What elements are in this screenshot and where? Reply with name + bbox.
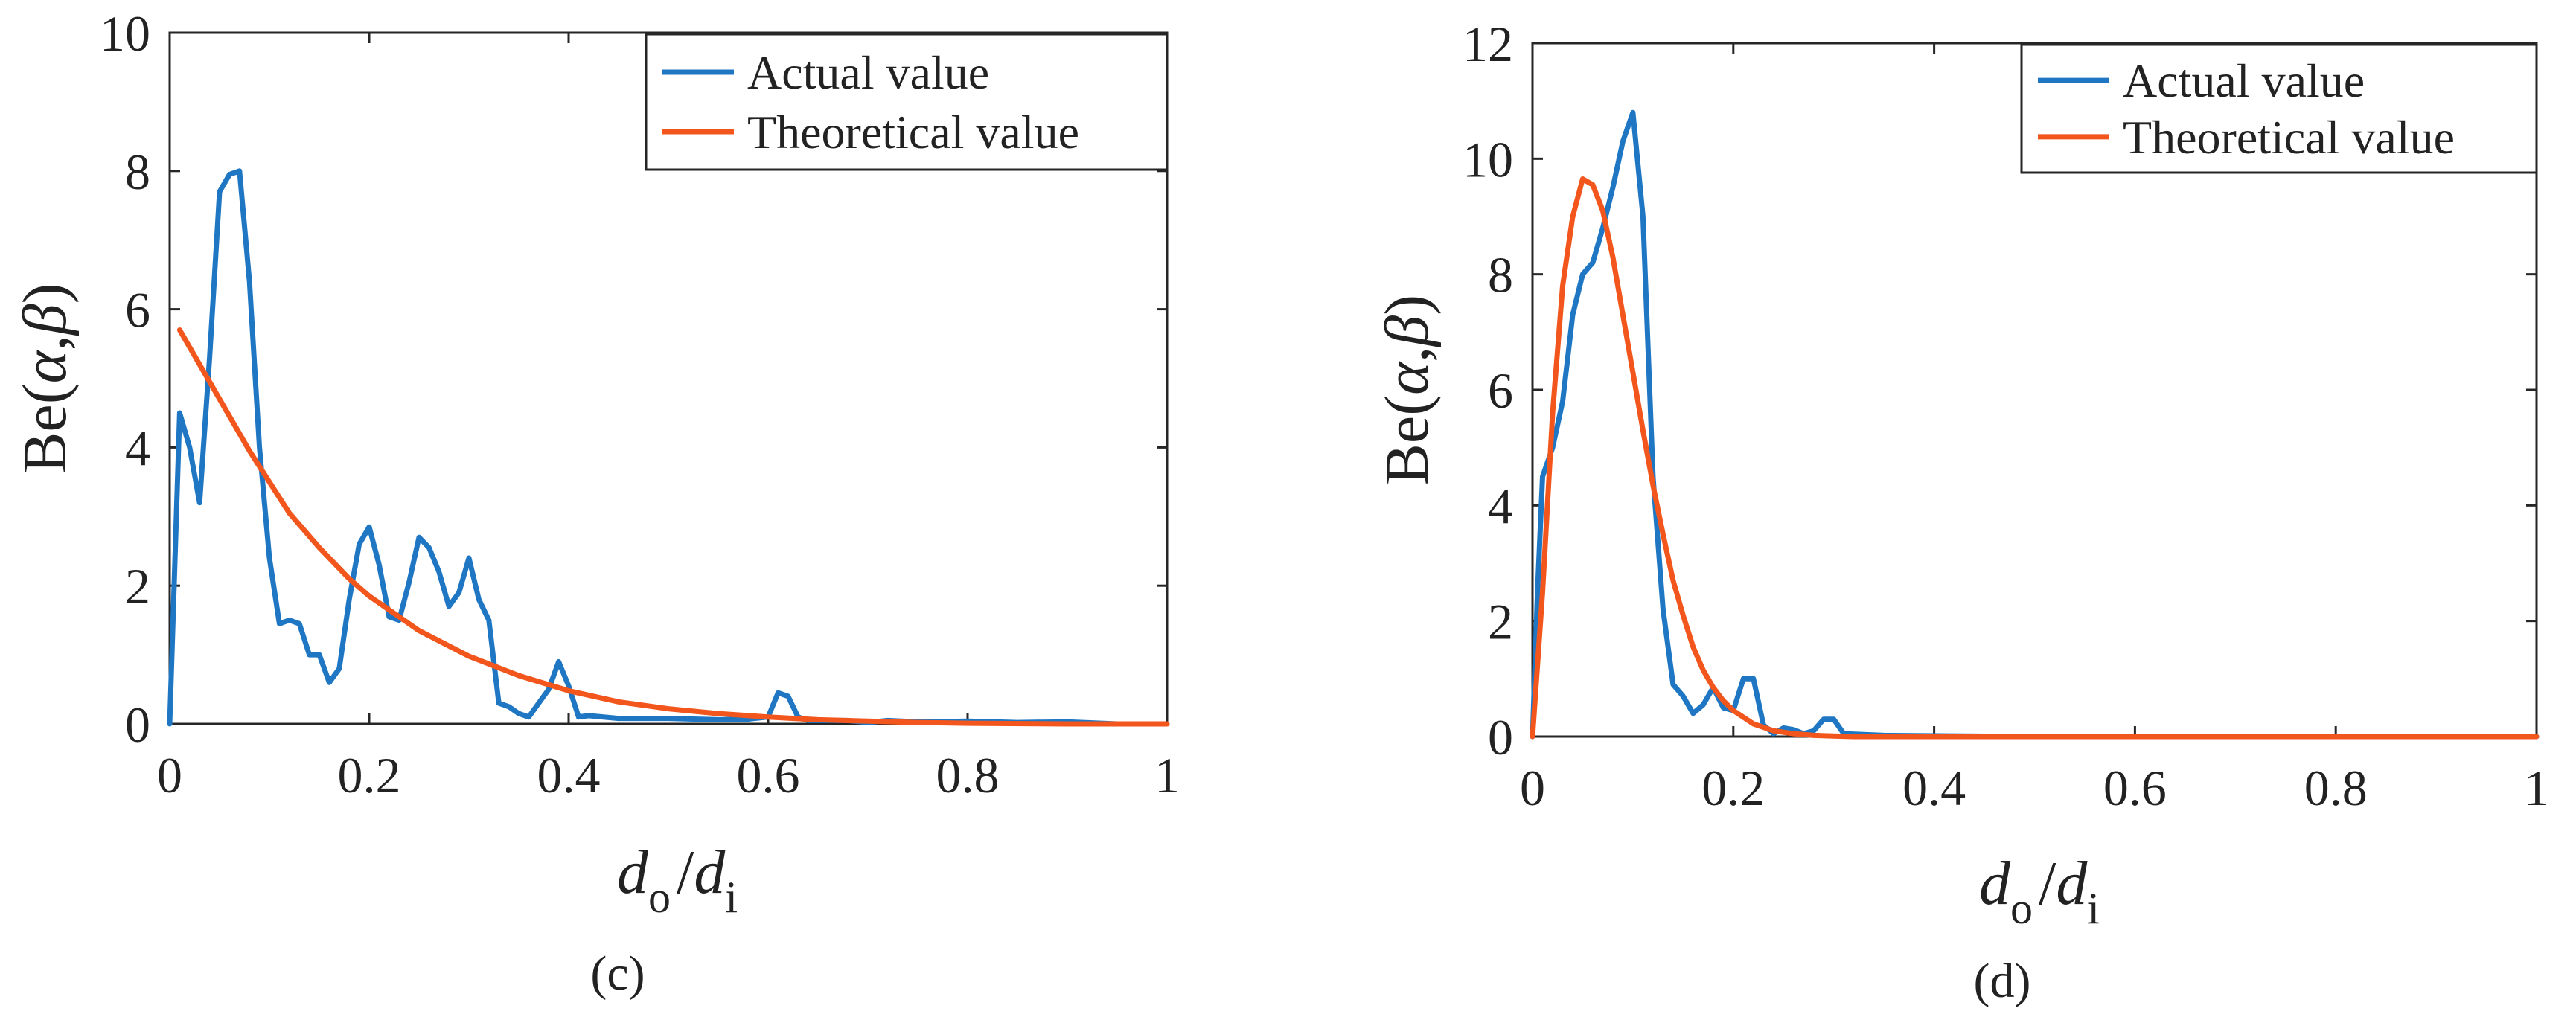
y-tick-label: 8 [125, 144, 150, 200]
legend-label: Actual value [2123, 54, 2365, 107]
series-line-theoretical [176, 327, 1170, 727]
label-part: β [10, 304, 80, 336]
y-axis-label: Be(α,β) [1372, 295, 1442, 485]
legend-label: Theoretical value [2123, 111, 2455, 164]
x-tick-label: 0.6 [737, 747, 800, 804]
label-part: / [2039, 849, 2056, 918]
label-part: / [677, 838, 694, 907]
x-tick-label: 1 [1154, 747, 1180, 804]
y-tick-label: 0 [125, 696, 150, 753]
label-part: Be( [1372, 395, 1442, 485]
label-part: o [2010, 884, 2033, 933]
legend-label: Theoretical value [747, 106, 1079, 158]
x-tick-label: 1 [2524, 760, 2549, 816]
label-part: Be( [10, 383, 80, 473]
x-tick-label: 0.6 [2103, 760, 2167, 816]
x-tick-label: 0 [1520, 760, 1545, 816]
x-tick-label: 0.4 [1902, 760, 1966, 816]
y-tick-label: 12 [1463, 16, 1513, 72]
panel-label: (d) [1974, 954, 2031, 1008]
label-part: o [648, 873, 671, 922]
y-tick-label: 4 [1488, 478, 1513, 534]
series-line-actual [1530, 109, 2540, 740]
x-axis-label: do/di [617, 838, 738, 922]
label-part: d [617, 838, 649, 907]
panel-label: (c) [590, 946, 645, 1001]
y-tick-label: 10 [100, 5, 150, 62]
label-part: ) [10, 283, 80, 304]
x-tick-label: 0.8 [936, 747, 1000, 804]
label-part: d [694, 838, 726, 907]
x-axis-label: do/di [1979, 849, 2100, 933]
y-axis-label: Be(α,β) [10, 283, 80, 473]
x-tick-label: 0.2 [1701, 760, 1765, 816]
label-part: , [1372, 347, 1442, 362]
label-part: d [1979, 849, 2011, 918]
label-part: d [2056, 849, 2088, 918]
legend-box [2020, 43, 2538, 174]
axes-box [168, 31, 1169, 725]
legend-box [645, 33, 1169, 171]
x-tick-label: 0.8 [2304, 760, 2368, 816]
series-line-actual [167, 168, 1170, 727]
label-part: i [2087, 884, 2100, 933]
y-tick-label: 6 [125, 282, 150, 339]
x-tick-label: 0 [157, 747, 182, 804]
label-part: α [10, 349, 80, 383]
label-part: β [1372, 315, 1442, 348]
label-part: ) [1372, 295, 1442, 315]
x-tick-label: 0.2 [338, 747, 401, 804]
label-part: α [1372, 361, 1442, 395]
y-tick-label: 6 [1488, 362, 1513, 419]
y-tick-label: 4 [125, 420, 150, 476]
label-part: i [725, 873, 738, 922]
series-line-theoretical [1530, 176, 2540, 740]
label-part: , [10, 335, 80, 350]
y-tick-label: 2 [1488, 594, 1513, 650]
y-tick-label: 10 [1463, 131, 1513, 187]
y-tick-label: 8 [1488, 247, 1513, 304]
x-tick-label: 0.4 [537, 747, 601, 804]
y-tick-label: 2 [125, 558, 150, 615]
legend-label: Actual value [747, 46, 989, 99]
y-tick-label: 0 [1488, 709, 1513, 766]
